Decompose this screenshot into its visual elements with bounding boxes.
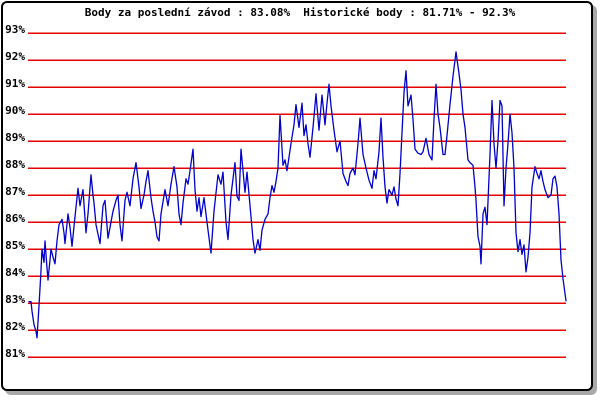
chart-frame (1, 1, 593, 391)
y-axis-label: 89% (5, 131, 25, 144)
y-axis-label: 90% (5, 104, 25, 117)
y-axis-label: 84% (5, 266, 25, 279)
y-axis-label: 88% (5, 158, 25, 171)
y-axis-label: 91% (5, 77, 25, 90)
y-axis-label: 93% (5, 23, 25, 36)
gridlines (28, 32, 566, 358)
chart-title: Body za poslední závod : 83.08% Historic… (84, 6, 516, 19)
data-line (28, 51, 567, 339)
y-axis-label: 85% (5, 239, 25, 252)
y-axis-label: 83% (5, 293, 25, 306)
y-axis-label: 81% (5, 347, 25, 360)
y-axis-label: 82% (5, 320, 25, 333)
y-axis-label: 86% (5, 212, 25, 225)
y-axis-label: 92% (5, 50, 25, 63)
y-axis-label: 87% (5, 185, 25, 198)
